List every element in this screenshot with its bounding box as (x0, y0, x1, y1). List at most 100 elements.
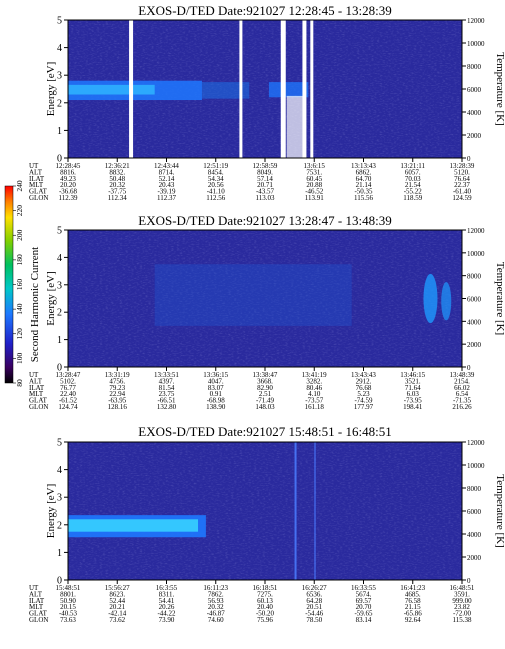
y2-tick-label: 2000 (467, 554, 482, 562)
ephemeris-value: 23.75 (159, 390, 175, 398)
ephemeris-value: 64.28 (306, 597, 322, 605)
ephemeris-value: 20.26 (159, 603, 175, 611)
colorbar-tick-label: 100 (15, 353, 24, 365)
ephemeris-row-label: ALT (29, 168, 43, 176)
ephemeris-value: 999.00 (452, 597, 472, 605)
ephemeris-value: 22.40 (60, 390, 76, 398)
ephemeris-value: 75.96 (257, 616, 273, 624)
ephemeris-value: 8801. (60, 590, 76, 598)
spectrogram-panel-3: EXOS-D/TED Date:921027 15:48:51 - 16:48:… (29, 424, 505, 624)
ephemeris-value: 12:51:19 (203, 162, 228, 170)
ephemeris-value: 52.44 (109, 597, 125, 605)
y-axis-label: Energy [eV] (45, 62, 57, 116)
y2-tick-label: 0 (467, 577, 471, 585)
plot-texture (68, 442, 462, 580)
ephemeris-value: -59.65 (354, 610, 373, 618)
colorbar-tick-label: 80 (15, 379, 24, 387)
ephemeris-value: 3668. (257, 377, 273, 385)
ephemeris-row-label: MLT (29, 390, 44, 398)
ephemeris-row-label: ILAT (29, 597, 45, 605)
data-gap (280, 20, 286, 158)
y-tick-label: 5 (57, 16, 62, 27)
ephemeris-value: 112.34 (108, 194, 127, 202)
ephemeris-value: 21.15 (405, 603, 421, 611)
ephemeris-value: -39.19 (157, 188, 176, 196)
spike-line (294, 442, 297, 580)
ephemeris-row-label: UT (29, 584, 39, 592)
ephemeris-value: 112.39 (59, 194, 78, 202)
ephemeris-value: 21.54 (405, 181, 421, 189)
ephemeris-value: -63.95 (108, 397, 127, 405)
ion-band (154, 264, 452, 326)
ephemeris-value: 115.56 (354, 194, 373, 202)
ephemeris-value: -66.51 (157, 397, 176, 405)
ephemeris-value: 113.91 (305, 194, 324, 202)
ephemeris-value: 115.38 (453, 616, 472, 624)
ephemeris-value: 76.64 (454, 175, 470, 183)
ephemeris-value: 60.45 (306, 175, 322, 183)
ephemeris-value: 16:26:27 (302, 584, 327, 592)
ephemeris-value: 2912. (356, 377, 372, 385)
panel-title: EXOS-D/TED Date:921027 12:28:45 - 13:28:… (138, 3, 391, 18)
ephemeris-value: 3521. (405, 377, 421, 385)
ephemeris-value: 6057. (405, 168, 421, 176)
ephemeris-row-label: GLON (29, 403, 48, 411)
y-tick-label: 1 (57, 548, 62, 559)
panel-title: EXOS-D/TED Date:921027 13:28:47 - 13:48:… (138, 213, 391, 228)
ion-band-core (68, 84, 155, 95)
y-axis-label: Energy [eV] (45, 271, 57, 325)
ephemeris-value: -54.46 (305, 610, 324, 618)
ephemeris-value: 6.54 (456, 390, 469, 398)
y-tick-label: 2 (57, 308, 62, 319)
ephemeris-value: 138.90 (206, 403, 226, 411)
ephemeris-value: 20.56 (208, 181, 224, 189)
ephemeris-value: 92.64 (405, 616, 421, 624)
ephemeris-value: 16:11:23 (203, 584, 228, 592)
ephemeris-value: 76.68 (356, 384, 372, 392)
data-gap (286, 95, 305, 158)
y2-tick-label: 12000 (467, 227, 485, 235)
ephemeris-value: -40.53 (59, 610, 78, 618)
ephemeris-value: 13:33:51 (154, 371, 179, 379)
ephemeris-row-label: ILAT (29, 384, 45, 392)
plot-texture (68, 230, 462, 367)
ephemeris-row-label: GLON (29, 616, 48, 624)
y-tick-label: 4 (57, 253, 62, 264)
ephemeris-value: 71.64 (405, 384, 421, 392)
ephemeris-value: 20.43 (159, 181, 175, 189)
ephemeris-value: 15:48:51 (56, 584, 81, 592)
colorbar-label: Second Harmonic Current (29, 247, 41, 362)
ephemeris-value: 57.14 (257, 175, 273, 183)
ephemeris-value: 2154. (454, 377, 470, 385)
y2-axis-label: Temperature [K] (494, 474, 505, 547)
ephemeris-value: 8714. (159, 168, 175, 176)
ephemeris-value: 8623. (109, 590, 125, 598)
ephemeris-value: 3282. (306, 377, 322, 385)
ion-band-diffuse (154, 264, 352, 326)
ephemeris-value: 49.23 (60, 175, 76, 183)
ephemeris-value: 13:38:47 (253, 371, 278, 379)
spike-line (314, 442, 316, 580)
ephemeris-value: 70.03 (405, 175, 421, 183)
y2-tick-label: 4000 (467, 109, 482, 117)
ephemeris-value: 16:41:23 (400, 584, 425, 592)
y-tick-label: 1 (57, 335, 62, 346)
ephemeris-value: -73.95 (404, 397, 423, 405)
ephemeris-value: 79.23 (109, 384, 125, 392)
colorbar-tick-label: 200 (15, 229, 24, 241)
ephemeris-value: 21.14 (356, 181, 372, 189)
colorbar: 80 100 120 140 160 180 200 220 240 Second Harmoni… (4, 180, 41, 387)
ephemeris-value: 83.07 (208, 384, 224, 392)
ephemeris-value: 20.71 (257, 181, 273, 189)
y2-tick-label: 8000 (467, 63, 482, 71)
ephemeris-value: 16:48:51 (450, 584, 475, 592)
ephemeris-value: 82.90 (257, 384, 273, 392)
colorbar-tick-label: 160 (15, 279, 24, 291)
ephemeris-value: -55.22 (404, 188, 423, 196)
ephemeris-value: 5120. (454, 168, 470, 176)
ephemeris-value: 161.18 (305, 403, 325, 411)
ion-band-patch (441, 282, 452, 321)
ephemeris-row-label: MLT (29, 181, 44, 189)
y2-tick-label: 8000 (467, 273, 482, 281)
ephemeris-row-label: GLAT (29, 397, 48, 405)
